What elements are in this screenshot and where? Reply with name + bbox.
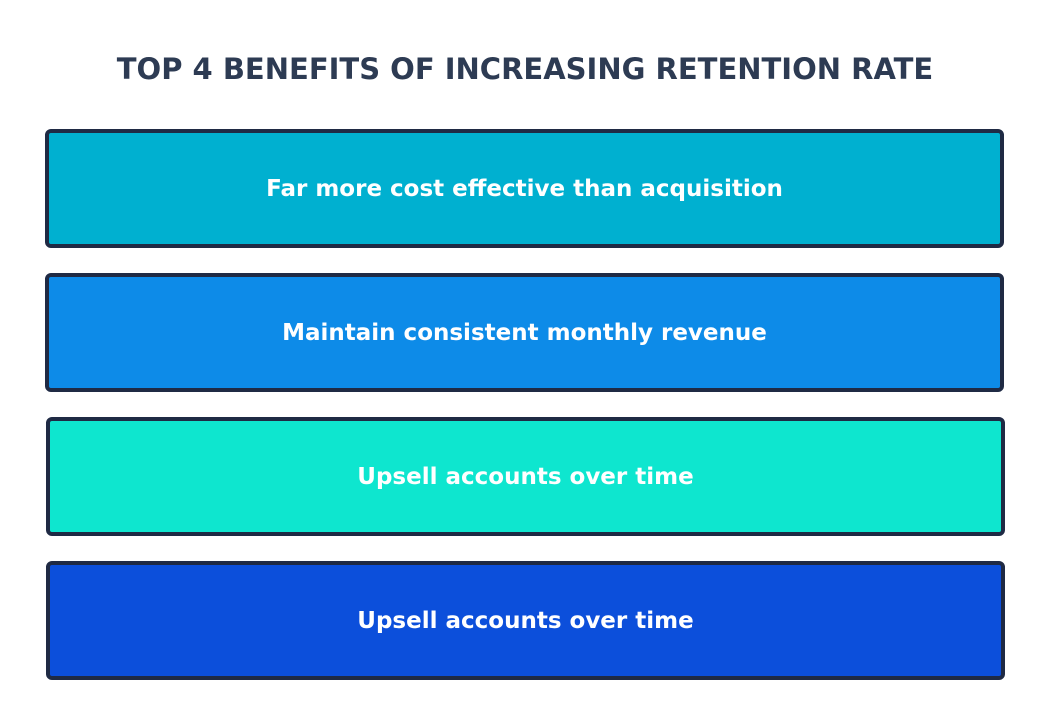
benefit-box-1: Far more cost effective than acquisition (45, 129, 1004, 248)
diagram-title: TOP 4 BENEFITS OF INCREASING RETENTION R… (116, 52, 934, 86)
benefit-label-2: Maintain consistent monthly revenue (282, 319, 767, 346)
benefit-box-3: Upsell accounts over time (46, 417, 1005, 536)
benefit-label-1: Far more cost effective than acquisition (266, 175, 783, 202)
benefit-box-4: Upsell accounts over time (46, 561, 1005, 680)
benefit-label-4: Upsell accounts over time (357, 607, 694, 634)
benefit-box-2: Maintain consistent monthly revenue (45, 273, 1004, 392)
benefit-label-3: Upsell accounts over time (357, 463, 694, 490)
